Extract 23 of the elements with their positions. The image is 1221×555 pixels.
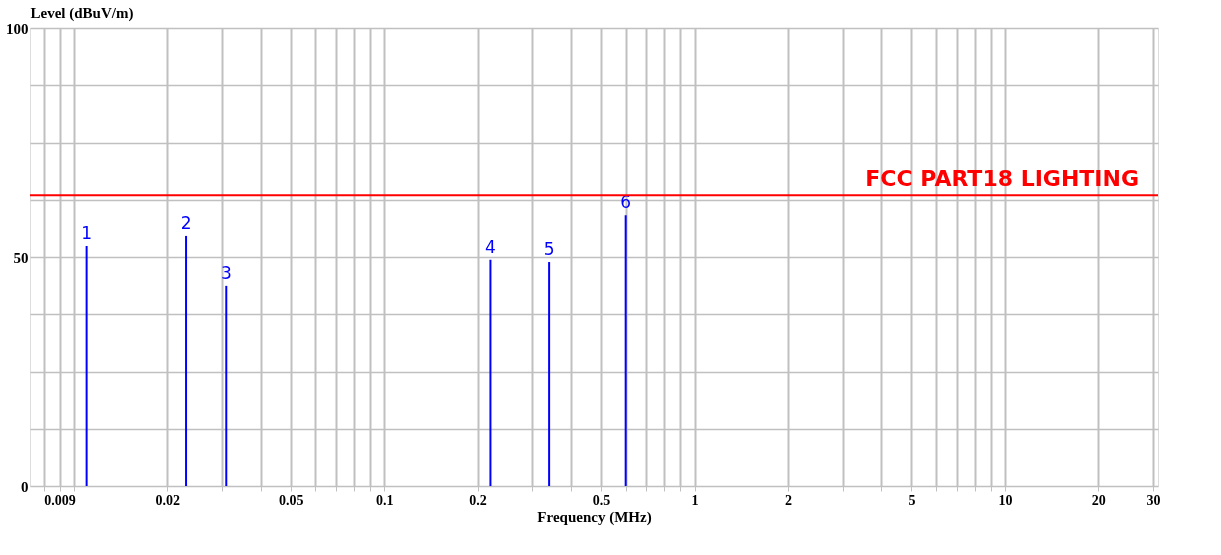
x-tick-label: 0.009 <box>44 492 76 508</box>
y-tick-label: 50 <box>13 249 29 266</box>
annotation: 4 <box>485 236 496 257</box>
annotation: 5 <box>543 239 555 260</box>
x-tick-label: 0.5 <box>592 492 611 508</box>
x-tick-label: 0.02 <box>155 492 180 508</box>
annotation: 3 <box>220 262 232 283</box>
y-tick-label: 0 <box>21 478 29 495</box>
annotation: 1 <box>81 223 93 244</box>
x-tick-label: 2 <box>784 492 792 508</box>
ref-line-label: FCC PART18 LIGHTING <box>865 166 1139 192</box>
y-tick-label: 100 <box>6 20 29 37</box>
x-tick-label: 1 <box>691 492 699 508</box>
x-tick-label: 30 <box>1146 492 1161 508</box>
x-tick-label: 0.05 <box>278 492 304 508</box>
x-tick-label: 5 <box>908 492 916 508</box>
y-axis-title: Level (dBuV/m) <box>30 4 134 22</box>
x-tick-label: 0.2 <box>469 492 487 508</box>
x-axis-title: Frequency (MHz) <box>537 508 652 526</box>
x-tick-label: 0.1 <box>375 492 394 508</box>
annotation: 2 <box>180 212 192 233</box>
x-tick-label: 20 <box>1091 492 1106 508</box>
x-tick-label: 10 <box>998 492 1013 508</box>
